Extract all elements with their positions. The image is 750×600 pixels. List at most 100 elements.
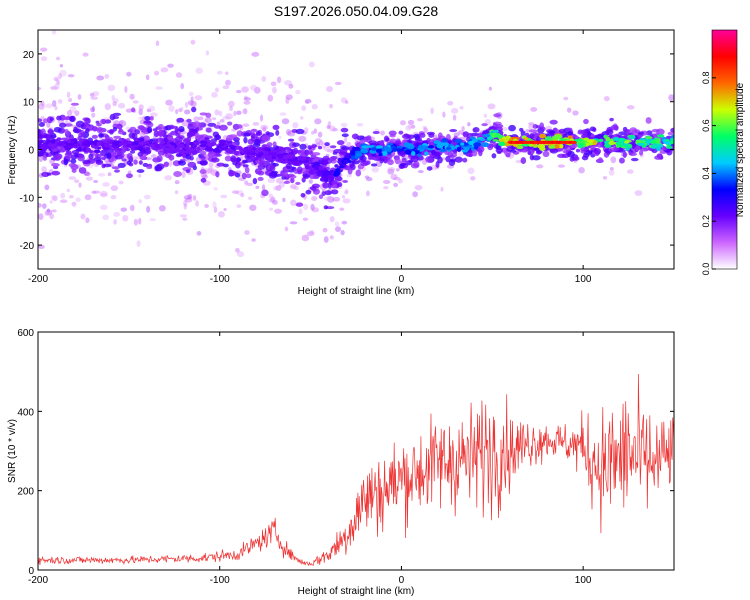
spectrogram-cell — [250, 135, 255, 142]
spectrogram-cell — [50, 194, 57, 201]
spectrogram-cell — [334, 221, 340, 227]
spectrogram-cell — [342, 195, 346, 199]
spectrogram-cell — [242, 108, 248, 115]
spectrogram-cell — [285, 163, 292, 170]
spectrogram-cell — [138, 160, 143, 165]
spectrogram-cell — [577, 144, 583, 149]
spectrogram-cell — [570, 140, 577, 144]
spectrogram-cell — [216, 162, 225, 167]
spectrogram-cell — [334, 81, 342, 85]
spectrogram-cell — [180, 83, 185, 90]
spectrogram-cell — [82, 159, 91, 165]
spectrogram-cell — [267, 94, 274, 102]
spectrogram-cell — [311, 144, 317, 148]
spectrogram-cell — [387, 159, 394, 166]
spectrogram-cell — [223, 207, 227, 212]
spectrogram-cell — [64, 128, 69, 135]
spectrogram-cell — [214, 87, 220, 93]
spectrogram-cell — [96, 141, 102, 145]
spectrogram-cell — [42, 203, 47, 209]
spectrogram-cell — [205, 170, 211, 174]
spectrogram-cell — [425, 156, 434, 163]
spectrogram-cell — [167, 148, 175, 154]
spectrogram-cell — [146, 205, 151, 213]
spectrogram-cell — [274, 208, 283, 214]
spectrogram-cell — [41, 166, 47, 173]
spectrogram-cell — [243, 149, 250, 153]
spectrogram-cell — [342, 179, 348, 184]
spectrogram-cell — [236, 251, 245, 258]
spectrogram-cell — [419, 132, 426, 138]
spectrogram-cell — [491, 153, 497, 159]
spectrogram-y-axis-label: Frequency (Hz) — [7, 116, 18, 185]
spectrogram-cell — [295, 202, 304, 207]
spectrogram-cell — [404, 149, 413, 155]
spectrogram-cell — [261, 76, 267, 82]
spectrogram-cell — [132, 100, 139, 104]
spectrogram-cell — [255, 185, 260, 189]
spectrogram-cell — [216, 121, 221, 126]
spectrogram-cell — [275, 185, 282, 191]
spectrogram-cell — [330, 180, 339, 185]
spectrogram-cell — [256, 130, 261, 136]
spectrogram-cell — [449, 128, 458, 133]
spectrogram-cell — [269, 165, 276, 172]
spectrogram-cell — [311, 152, 321, 156]
spectrogram-cell — [75, 197, 81, 202]
spectrogram-cell — [99, 193, 108, 197]
spectrogram-cell — [138, 141, 146, 146]
spectrogram-cell — [57, 99, 63, 104]
spectrogram-cell — [327, 196, 335, 203]
spectrogram-cell — [121, 158, 127, 162]
spectrogram-cell — [505, 135, 511, 140]
spectrogram-cell — [467, 167, 475, 175]
spectrogram-cell — [91, 134, 98, 139]
spectrogram-cell — [619, 157, 625, 164]
spectrogram-cell — [174, 180, 180, 185]
spectrogram-cell — [311, 130, 315, 135]
spectrogram-cell — [346, 173, 352, 178]
spectrogram-cell — [306, 231, 315, 237]
spectrogram-cell — [340, 127, 349, 133]
spectrogram-cell — [366, 145, 374, 148]
spectrogram-cell — [53, 83, 60, 90]
spectrogram-cell — [305, 150, 313, 155]
spectrogram-cell — [179, 148, 184, 154]
spectrogram-cell — [428, 139, 435, 146]
spectrogram-cell — [213, 206, 218, 213]
spectrogram-cell — [261, 184, 266, 191]
spectrogram-cell — [84, 194, 92, 201]
spectrogram-cell — [149, 112, 158, 117]
spectrogram-cell — [602, 176, 608, 180]
spectrogram-cell — [291, 160, 300, 166]
spectrogram-cell — [190, 96, 194, 102]
spectrogram-cell — [544, 136, 552, 142]
spectrogram-cell — [292, 122, 299, 129]
spectrogram-cell — [163, 161, 170, 167]
spectrogram-cell — [40, 56, 48, 62]
spectrogram-cell — [243, 136, 248, 144]
spectrogram-cell — [298, 208, 303, 215]
spectrogram-cell — [40, 47, 48, 52]
spectrogram-cell — [110, 185, 119, 192]
spectrogram-cell — [207, 122, 217, 127]
spectrogram-cell — [164, 152, 172, 159]
spectrogram-cell — [187, 161, 197, 168]
spectrogram-cell — [38, 244, 45, 249]
spectrogram-cell — [407, 119, 415, 125]
spectrogram-cell — [133, 159, 138, 165]
spectrogram-cell — [112, 97, 119, 103]
spectrogram-cell — [225, 71, 229, 75]
spectrogram-cell — [51, 170, 61, 176]
spectrogram-cell — [383, 186, 389, 190]
spectrogram-x-axis-label: Height of straight line (km) — [298, 286, 415, 297]
spectrogram-cell — [64, 123, 73, 127]
spectrogram-cell — [131, 107, 136, 113]
spectrogram-cell — [282, 197, 286, 203]
spectrogram-cell — [285, 129, 292, 136]
spectrogram-cell — [113, 212, 121, 217]
spectrogram-cell — [627, 169, 634, 174]
spectrogram-cell — [608, 140, 616, 146]
spectrogram-cell — [323, 196, 331, 201]
y-tick-label: 200 — [17, 487, 34, 498]
